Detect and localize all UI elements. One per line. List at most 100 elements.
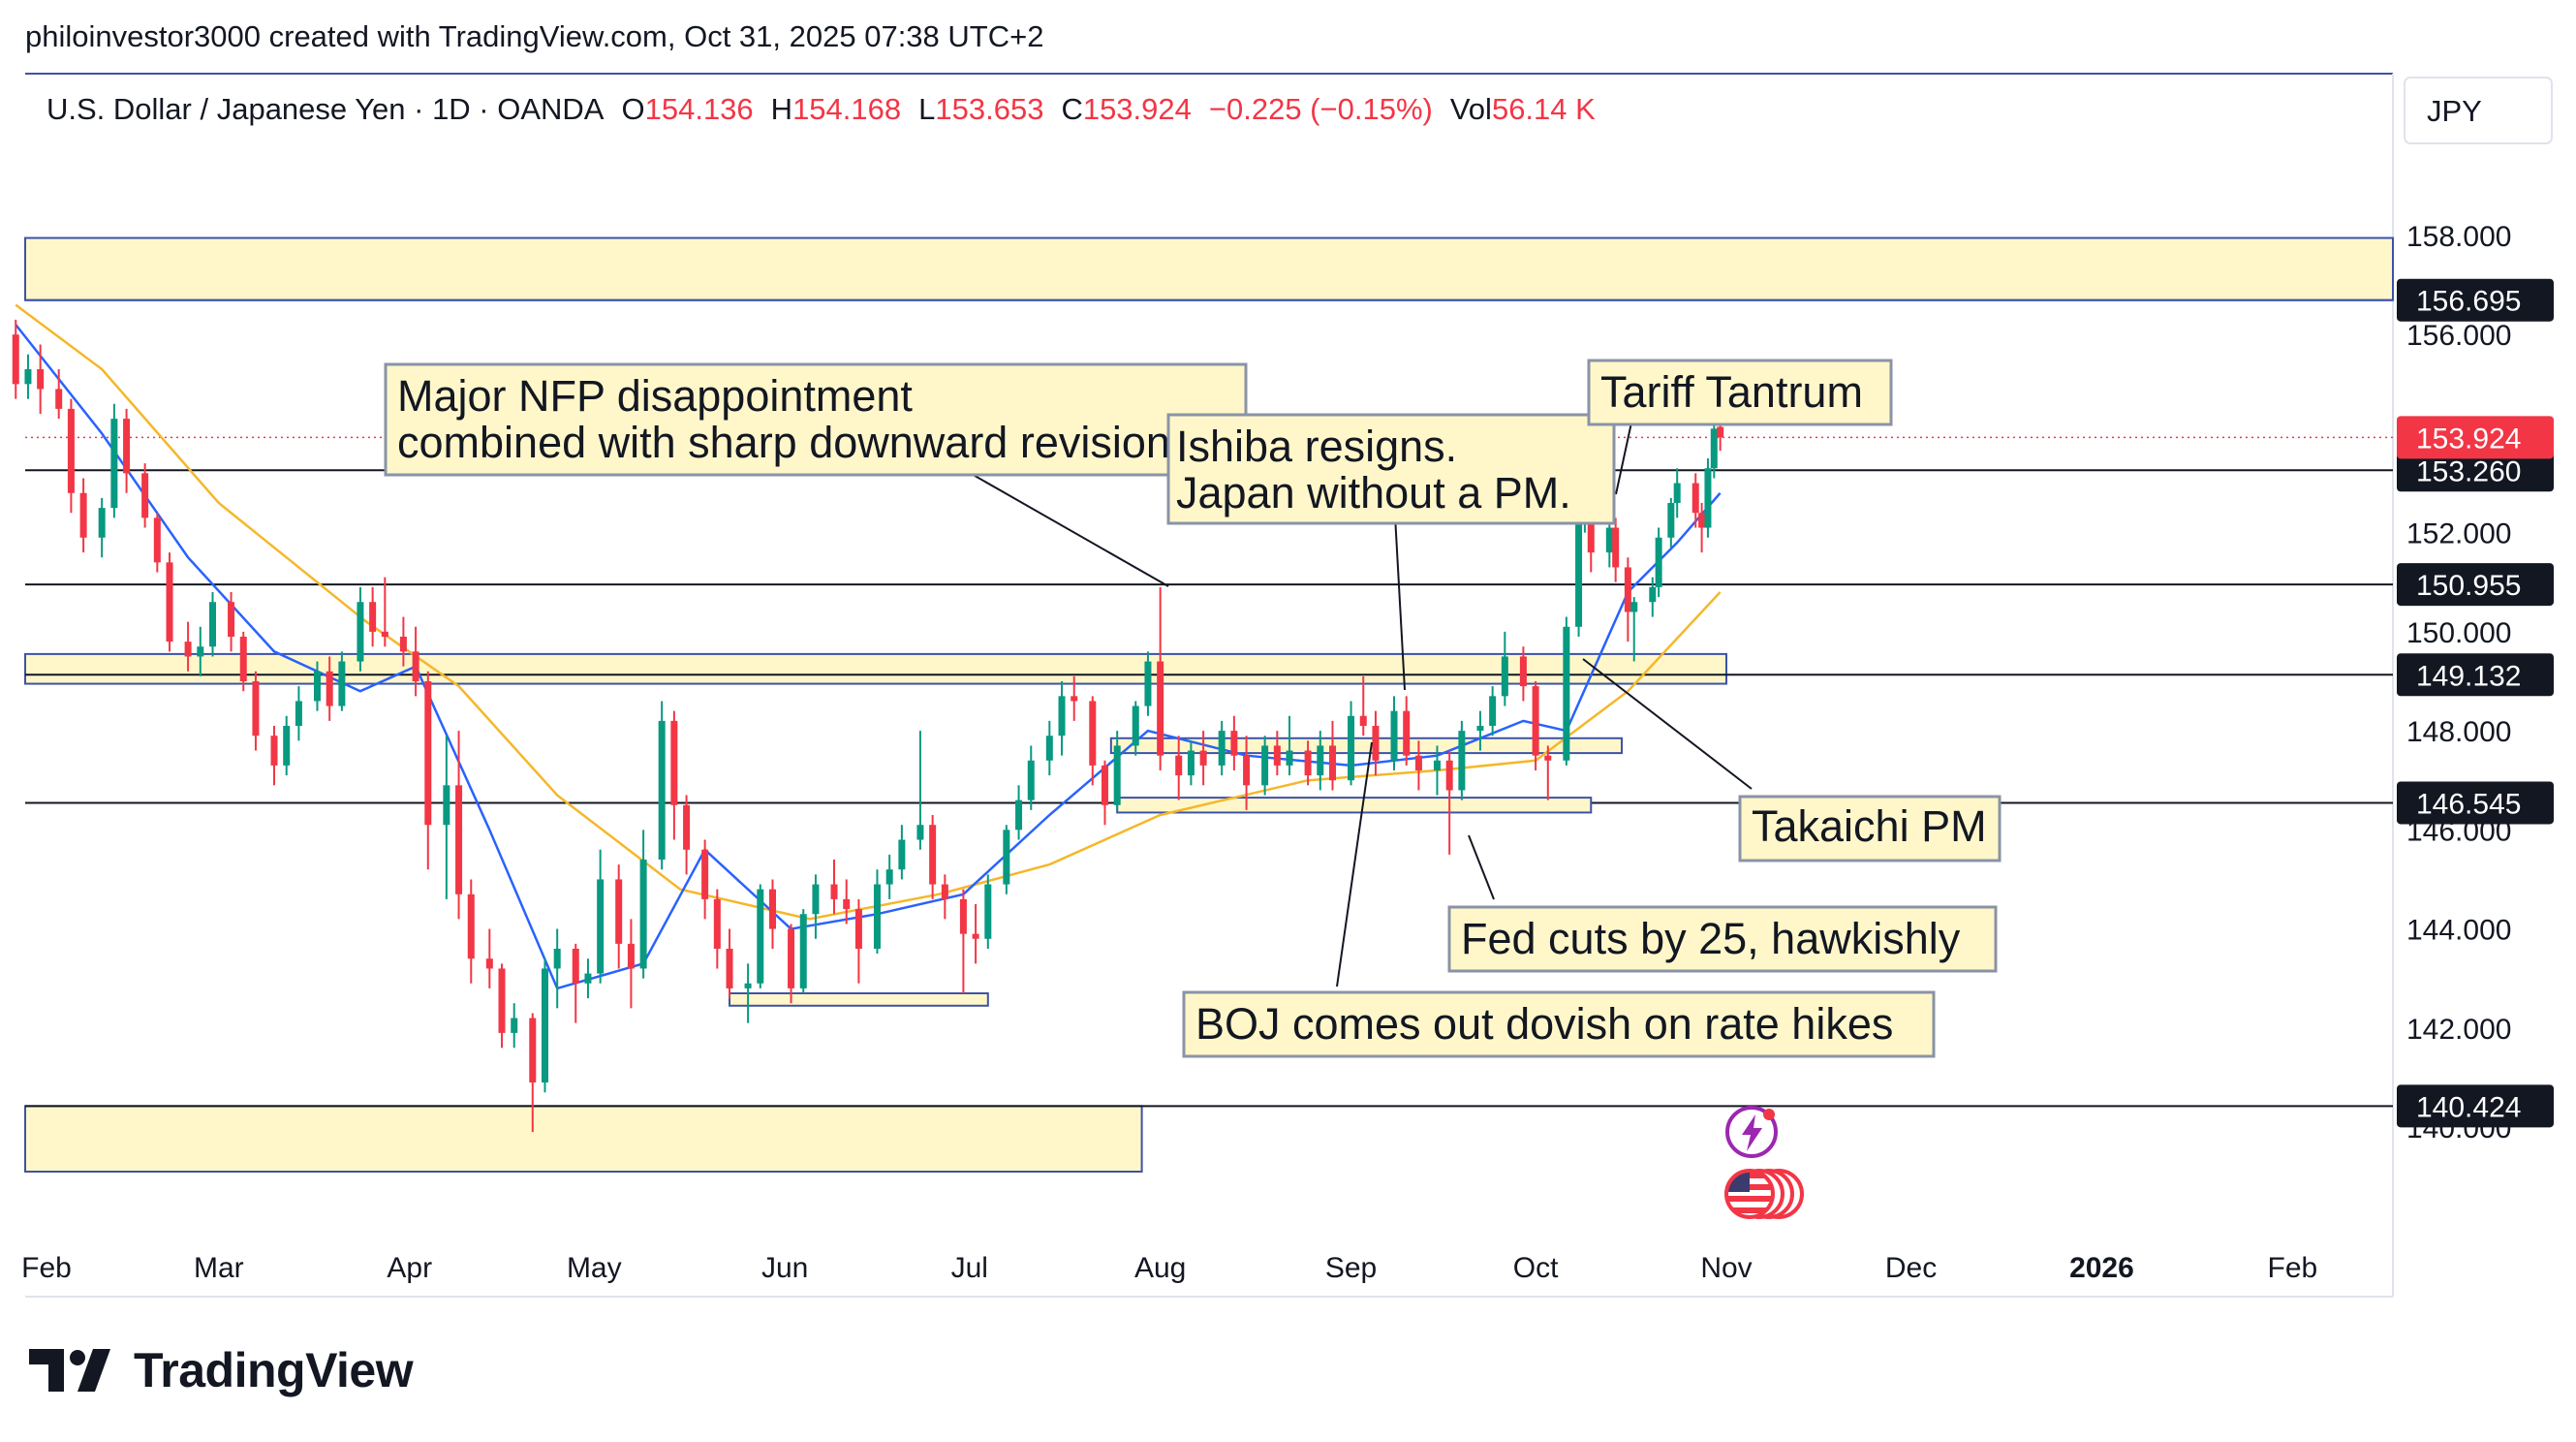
candle bbox=[1612, 517, 1620, 582]
annotation-callout-3[interactable]: Takaichi PM bbox=[1738, 795, 2002, 862]
level-price-tag-label: 140.424 bbox=[2416, 1091, 2521, 1123]
annotation-callout-5[interactable]: BOJ comes out dovish on rate hikes bbox=[1182, 990, 1936, 1058]
candle bbox=[1458, 720, 1466, 800]
range-box-2[interactable] bbox=[729, 992, 989, 1007]
candle-body bbox=[110, 419, 118, 509]
level-price-tag-2[interactable] bbox=[2397, 563, 2554, 607]
candle-body bbox=[701, 849, 709, 899]
level-price-tag-0[interactable] bbox=[2397, 278, 2554, 322]
candle-body bbox=[197, 646, 204, 657]
supply-demand-zone-0[interactable] bbox=[24, 236, 2394, 301]
candle-body bbox=[541, 968, 548, 1082]
candle bbox=[1132, 701, 1139, 756]
candle-body bbox=[1175, 755, 1183, 776]
level-price-tag-4[interactable] bbox=[2397, 781, 2554, 825]
candle bbox=[239, 631, 247, 692]
candle-body bbox=[1433, 760, 1441, 770]
candle-body bbox=[1286, 750, 1293, 766]
time-tick-label: 2026 bbox=[2069, 1252, 2134, 1284]
candle-body bbox=[1655, 537, 1662, 587]
annotation-box bbox=[1738, 795, 2002, 862]
candle bbox=[830, 860, 838, 915]
candle bbox=[1101, 760, 1108, 826]
candle bbox=[1015, 785, 1023, 840]
candle bbox=[98, 497, 106, 558]
candle bbox=[1630, 597, 1638, 662]
candle bbox=[1403, 696, 1411, 766]
candle-body bbox=[239, 637, 247, 681]
time-tick-label: Jul bbox=[951, 1252, 988, 1284]
candle-body bbox=[1704, 468, 1712, 528]
candle-body bbox=[1317, 745, 1324, 776]
candle-body bbox=[1218, 731, 1226, 766]
candle bbox=[1071, 675, 1078, 721]
candle bbox=[498, 963, 506, 1049]
candle-body bbox=[1304, 750, 1312, 776]
annotation-callout-4[interactable]: Fed cuts by 25, hawkishly bbox=[1447, 905, 1998, 973]
candle bbox=[485, 928, 493, 988]
us-flag-event-icon[interactable] bbox=[1724, 1169, 1804, 1219]
candle bbox=[658, 701, 666, 870]
time-axis[interactable]: Feb Mar Apr May Jun Jul Aug Sep Oct Nov Dec 2026 Feb bbox=[21, 1252, 2317, 1284]
annotation-box bbox=[1447, 905, 1998, 973]
last-price-tag[interactable] bbox=[2397, 416, 2554, 459]
candle-body bbox=[270, 736, 278, 766]
level-price-tag-1[interactable] bbox=[2397, 449, 2554, 492]
candle bbox=[295, 686, 302, 741]
time-tick-label: Jun bbox=[761, 1252, 808, 1284]
candle bbox=[270, 726, 278, 786]
tradingview-logo-icon bbox=[29, 1349, 110, 1392]
range-box-0[interactable] bbox=[1109, 737, 1624, 755]
currency-button[interactable] bbox=[2404, 77, 2553, 144]
candle-body bbox=[338, 661, 346, 706]
candle-body bbox=[768, 889, 776, 929]
supply-demand-zone-2[interactable] bbox=[24, 1105, 1143, 1173]
annotation-box bbox=[1182, 990, 1936, 1058]
tradingview-logo-text: TradingView bbox=[134, 1343, 414, 1397]
candle-body bbox=[1045, 736, 1053, 761]
annotation-box bbox=[384, 362, 1248, 477]
candle-body bbox=[1144, 661, 1152, 706]
candle bbox=[1317, 731, 1324, 791]
candle bbox=[1230, 715, 1238, 770]
time-tick-label: Mar bbox=[194, 1252, 244, 1284]
level-price-tag-label: 153.260 bbox=[2416, 455, 2521, 487]
candle-body bbox=[854, 909, 862, 949]
tradingview-logo[interactable]: TradingView bbox=[29, 1342, 414, 1398]
annotation-callout-1[interactable]: Ishiba resigns.Japan without a PM. bbox=[1166, 413, 1616, 525]
time-tick-label: Sep bbox=[1325, 1252, 1377, 1284]
candle-body bbox=[1691, 483, 1699, 514]
supply-demand-zone-1[interactable] bbox=[24, 652, 1727, 685]
candle-body bbox=[208, 602, 216, 647]
price-axis[interactable]: 158.000156.000152.000150.000148.000146.0… bbox=[2397, 221, 2554, 1144]
candle bbox=[597, 849, 605, 984]
candle-body bbox=[55, 389, 63, 409]
candle-body bbox=[1390, 710, 1398, 761]
level-price-tag-5[interactable] bbox=[2397, 1084, 2554, 1128]
earnings-lightning-icon[interactable] bbox=[1725, 1106, 1778, 1158]
time-tick-label: Nov bbox=[1700, 1252, 1752, 1284]
candle-body bbox=[1113, 745, 1121, 805]
candle-body bbox=[12, 334, 19, 385]
legend-open: 154.136 bbox=[645, 92, 754, 126]
level-price-tag-3[interactable] bbox=[2397, 653, 2554, 697]
candle bbox=[1575, 503, 1583, 637]
candle bbox=[1157, 586, 1164, 770]
candle-body bbox=[1273, 745, 1281, 766]
annotation-connector-4 bbox=[1468, 834, 1495, 900]
range-box-1[interactable] bbox=[1116, 797, 1593, 814]
candle-body bbox=[1359, 715, 1367, 726]
annotation-callout-2[interactable]: Tariff Tantrum bbox=[1587, 359, 1893, 426]
candle-body bbox=[369, 602, 377, 632]
candle-body bbox=[252, 681, 260, 737]
candle-body bbox=[98, 508, 106, 538]
annotation-connector-0 bbox=[948, 460, 1169, 587]
candle-body bbox=[799, 914, 807, 988]
price-tick-label: 156.000 bbox=[2406, 320, 2511, 352]
candle-body bbox=[529, 1018, 537, 1082]
candle-body bbox=[572, 949, 579, 984]
candle bbox=[713, 889, 721, 969]
